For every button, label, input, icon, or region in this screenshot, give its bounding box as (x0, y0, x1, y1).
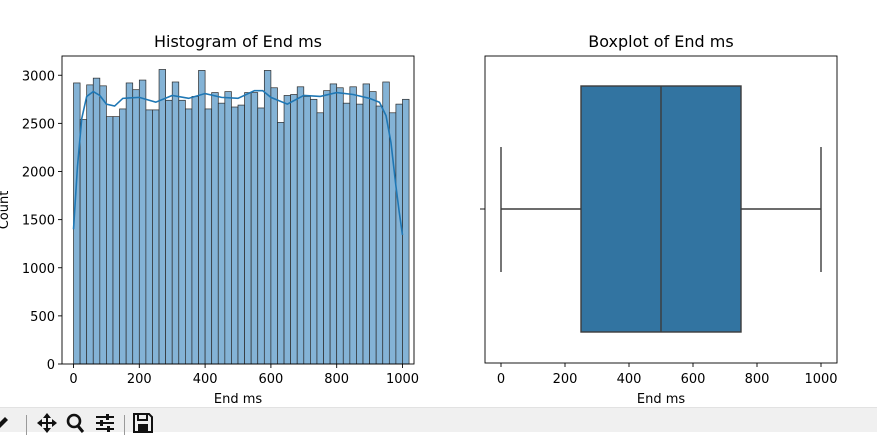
move-icon[interactable] (34, 410, 60, 436)
histogram-bar (152, 109, 160, 365)
histogram-frame (61, 55, 415, 365)
histogram-x-ticks: 0 200 400 600 800 1000 (69, 364, 419, 387)
histogram-bar (257, 107, 265, 365)
histogram-bar (138, 79, 147, 365)
histogram-bar (263, 70, 272, 365)
histogram-bar (356, 103, 364, 365)
histogram-x-tick-label: 1000 (386, 372, 419, 387)
boxplot-x-ticks: 0 200 400 600 800 1000 (497, 363, 838, 387)
histogram-bar (224, 91, 232, 365)
pan-icon[interactable] (0, 410, 20, 436)
histogram-bar (395, 103, 403, 365)
histogram-bar (198, 70, 206, 365)
save-icon[interactable] (130, 410, 156, 436)
histogram-x-tick-label: 800 (324, 372, 349, 387)
histogram-bar (217, 102, 226, 365)
zoom-icon[interactable] (62, 410, 88, 436)
histogram-x-tick-label: 600 (258, 372, 283, 387)
histogram-bar (402, 98, 410, 365)
boxplot-x-tick-label: 600 (681, 372, 706, 387)
histogram-bar (178, 99, 186, 365)
boxplot-x-tick-label: 400 (617, 372, 642, 387)
toolbar-separator (124, 415, 125, 435)
histogram-y-tick-label: 500 (30, 310, 55, 325)
histogram-bar (211, 92, 219, 365)
histogram-bar (270, 87, 278, 365)
histogram-x-label: End ms (214, 392, 263, 407)
histogram-y-tick-label: 2500 (22, 117, 55, 132)
histogram-y-label: Count (0, 191, 12, 230)
histogram-bar (375, 105, 384, 365)
histogram-bar (185, 108, 193, 365)
histogram-bar (316, 112, 324, 365)
histogram-y-tick-label: 0 (47, 358, 55, 373)
histogram-bar (125, 82, 134, 365)
histogram-bar (283, 95, 291, 365)
histogram-bar (79, 119, 88, 365)
histogram-bar (86, 84, 94, 365)
boxplot-title: Boxplot of End ms (588, 32, 733, 51)
histogram-bar (369, 91, 377, 365)
histogram-bar (158, 69, 166, 365)
histogram-axes: 0 200 400 600 800 1000 0 500 1000 1500 2000 2500 30… (0, 32, 419, 407)
boxplot-x-tick-label: 800 (745, 372, 770, 387)
boxplot-axes: 0 200 400 600 800 1000 Boxplot of End ms End … (480, 32, 838, 407)
histogram-bar (362, 83, 370, 365)
histogram-x-tick-label: 0 (69, 372, 77, 387)
histogram-x-tick-label: 400 (193, 372, 218, 387)
histogram-bar (244, 92, 252, 365)
histogram-bar (310, 98, 318, 365)
navigation-toolbar (0, 407, 877, 435)
histogram-bar (165, 99, 173, 365)
histogram-bar (145, 109, 153, 365)
histogram-title: Histogram of End ms (154, 32, 322, 51)
histogram-bar (191, 96, 199, 365)
boxplot-x-tick-label: 1000 (804, 372, 837, 387)
histogram-kde-line (72, 89, 404, 236)
toolbar-separator (26, 415, 27, 435)
histogram-y-tick-label: 1000 (22, 262, 55, 277)
histogram-y-tick-label: 1500 (22, 214, 55, 229)
histogram-x-tick-label: 200 (127, 372, 152, 387)
histogram-y-tick-label: 3000 (22, 69, 55, 84)
histogram-bar (329, 83, 338, 365)
histogram-bar (119, 108, 127, 365)
histogram-bar (204, 108, 213, 365)
histogram-bar (290, 94, 298, 365)
histogram-bar (250, 92, 259, 365)
histogram-bar (303, 96, 311, 365)
histogram-bar (92, 77, 101, 365)
histogram-bar (132, 89, 140, 365)
histogram-bar (171, 81, 180, 365)
histogram-bars (73, 69, 410, 365)
boxplot-x-tick-label: 0 (497, 372, 505, 387)
boxplot-x-label: End ms (637, 392, 686, 407)
boxplot-frame (484, 55, 838, 364)
histogram-bar (296, 86, 305, 365)
histogram-bar (323, 90, 331, 365)
histogram-bar (336, 87, 344, 365)
histogram-bar (99, 85, 107, 365)
boxplot-x-tick-label: 200 (553, 372, 578, 387)
histogram-bar (277, 122, 285, 365)
histogram-bar (342, 102, 351, 365)
histogram-y-tick-label: 2000 (22, 166, 55, 181)
histogram-bar (106, 116, 114, 365)
histogram-bar (231, 106, 239, 365)
figure: 0 200 400 600 800 1000 0500100015002000250030… (0, 32, 838, 407)
histogram-bar (112, 116, 120, 365)
configure-subplots-icon[interactable] (92, 410, 118, 436)
histogram-bar (237, 104, 245, 365)
histogram-bar (349, 86, 357, 365)
histogram-y-ticks: 0 500 1000 1500 2000 2500 3000 (22, 69, 62, 373)
